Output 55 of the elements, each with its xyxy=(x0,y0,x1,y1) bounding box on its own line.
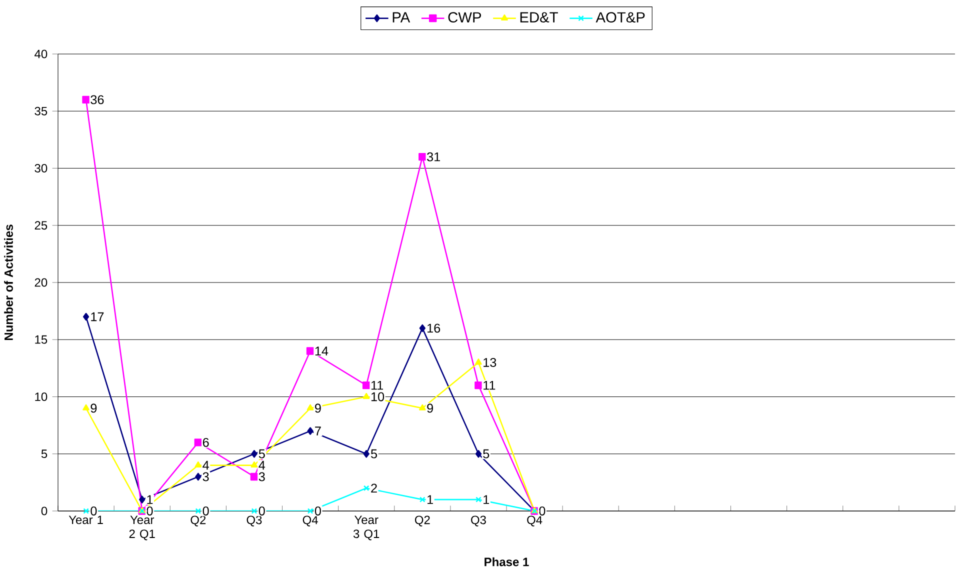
data-label: 0 xyxy=(258,506,265,516)
data-label: 0 xyxy=(146,506,153,516)
x-tick-label: Q2 xyxy=(190,516,206,526)
data-label: 0 xyxy=(202,506,209,516)
data-label: 3 xyxy=(258,472,265,482)
y-tick-label: 40 xyxy=(34,50,48,58)
y-axis-title: Number of Activities xyxy=(4,224,13,340)
data-label: 16 xyxy=(428,324,440,333)
x-tick-label: Q2 xyxy=(414,516,430,526)
data-label: 6 xyxy=(202,438,209,447)
data-label: 5 xyxy=(483,449,490,458)
data-label: 0 xyxy=(90,506,97,516)
y-tick-label: 10 xyxy=(35,392,48,401)
data-label: 4 xyxy=(202,460,209,470)
data-label: 0 xyxy=(539,506,546,516)
x-tick-label: Q3 xyxy=(246,516,262,526)
data-label: 7 xyxy=(315,426,321,436)
y-tick-label: 25 xyxy=(34,221,48,230)
data-label: 14 xyxy=(315,346,328,356)
data-label: 1 xyxy=(147,495,153,504)
data-label: 9 xyxy=(315,404,321,413)
data-label: 5 xyxy=(370,449,378,458)
data-label: 5 xyxy=(258,449,265,458)
data-label: 17 xyxy=(91,312,104,322)
x-tick-label: Q4 xyxy=(527,516,542,526)
y-tick-label: 30 xyxy=(34,164,48,172)
data-label: 13 xyxy=(484,358,496,367)
y-tick-label: 5 xyxy=(41,450,48,458)
legend-label: PA xyxy=(392,12,410,22)
legend-label: ED&T xyxy=(520,12,558,22)
data-label: 31 xyxy=(427,152,440,162)
data-label: 1 xyxy=(484,495,490,504)
data-label: 11 xyxy=(484,380,496,390)
data-label: 0 xyxy=(314,506,321,516)
data-label: 3 xyxy=(202,472,209,482)
x-axis-title: Phase 1 xyxy=(484,557,529,566)
legend-label: CWP xyxy=(448,12,481,23)
x-tick-label: Year 2 Q1 xyxy=(129,516,155,540)
y-tick-label: 20 xyxy=(34,278,48,287)
x-tick-label: Year 3 Q1 xyxy=(353,516,380,540)
data-label: 36 xyxy=(90,95,104,104)
x-tick-label: Year 1 xyxy=(68,516,103,524)
x-tick-label: Q4 xyxy=(302,516,318,526)
x-tick-label: Q3 xyxy=(471,516,486,526)
data-label: 4 xyxy=(258,460,266,470)
y-tick-label: 15 xyxy=(35,335,48,344)
data-label: 1 xyxy=(428,495,433,504)
data-label: 9 xyxy=(90,404,97,413)
data-label: 11 xyxy=(371,380,384,390)
data-label: 10 xyxy=(371,392,384,402)
data-label: 2 xyxy=(371,484,377,493)
legend-label: AOT&P xyxy=(596,12,645,23)
y-tick-label: 0 xyxy=(41,506,48,516)
data-label: 9 xyxy=(427,404,433,413)
y-tick-label: 35 xyxy=(34,106,48,116)
